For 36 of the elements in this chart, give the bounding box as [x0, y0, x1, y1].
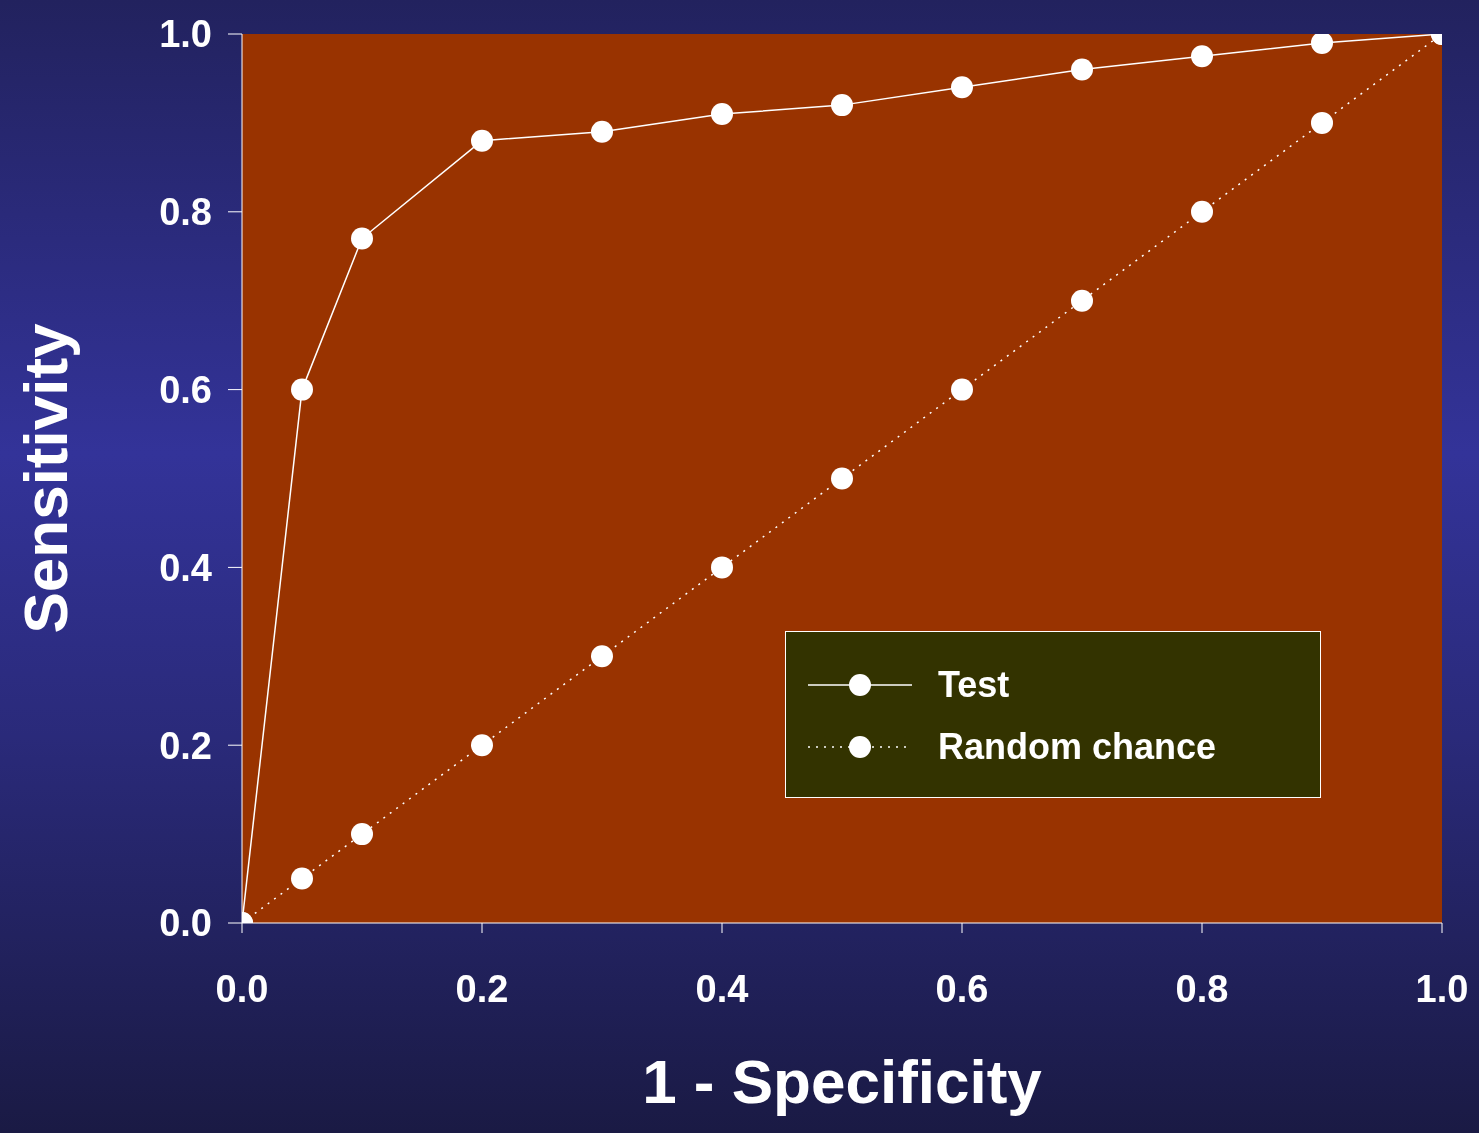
point [711, 103, 733, 126]
point [951, 76, 973, 99]
point [1071, 58, 1093, 81]
x-tick-label: 0.6 [935, 967, 989, 1010]
point [1191, 200, 1213, 223]
x-axis-title: 1 - Specificity [642, 1047, 1043, 1116]
x-tick-label: 0.0 [215, 967, 269, 1010]
point [591, 645, 613, 668]
point [291, 378, 313, 401]
point [351, 227, 373, 250]
point [1311, 111, 1333, 134]
y-tick-label: 0.8 [159, 191, 212, 234]
x-tick-label: 0.4 [695, 967, 749, 1010]
point [831, 94, 853, 117]
x-tick-label: 1.0 [1415, 967, 1469, 1010]
y-tick-label: 0.4 [159, 546, 212, 589]
legend-label: Test [938, 664, 1010, 706]
point [831, 467, 853, 490]
point [1191, 45, 1213, 68]
y-axis-title: Sensitivity [11, 322, 81, 634]
x-tick-label: 0.2 [455, 967, 509, 1010]
point [351, 823, 373, 846]
point [951, 378, 973, 401]
point [591, 120, 613, 143]
point [711, 556, 733, 579]
y-tick-label: 0.2 [159, 724, 212, 767]
y-tick-label: 0.0 [159, 902, 212, 945]
legend-label: Random chance [938, 726, 1217, 768]
y-tick-label: 1.0 [159, 13, 212, 56]
point [471, 129, 493, 152]
point [471, 734, 493, 757]
point [1071, 289, 1093, 312]
point [291, 867, 313, 890]
point [1311, 34, 1333, 54]
y-tick-label: 0.6 [159, 369, 212, 412]
x-tick-label: 0.8 [1175, 967, 1229, 1010]
